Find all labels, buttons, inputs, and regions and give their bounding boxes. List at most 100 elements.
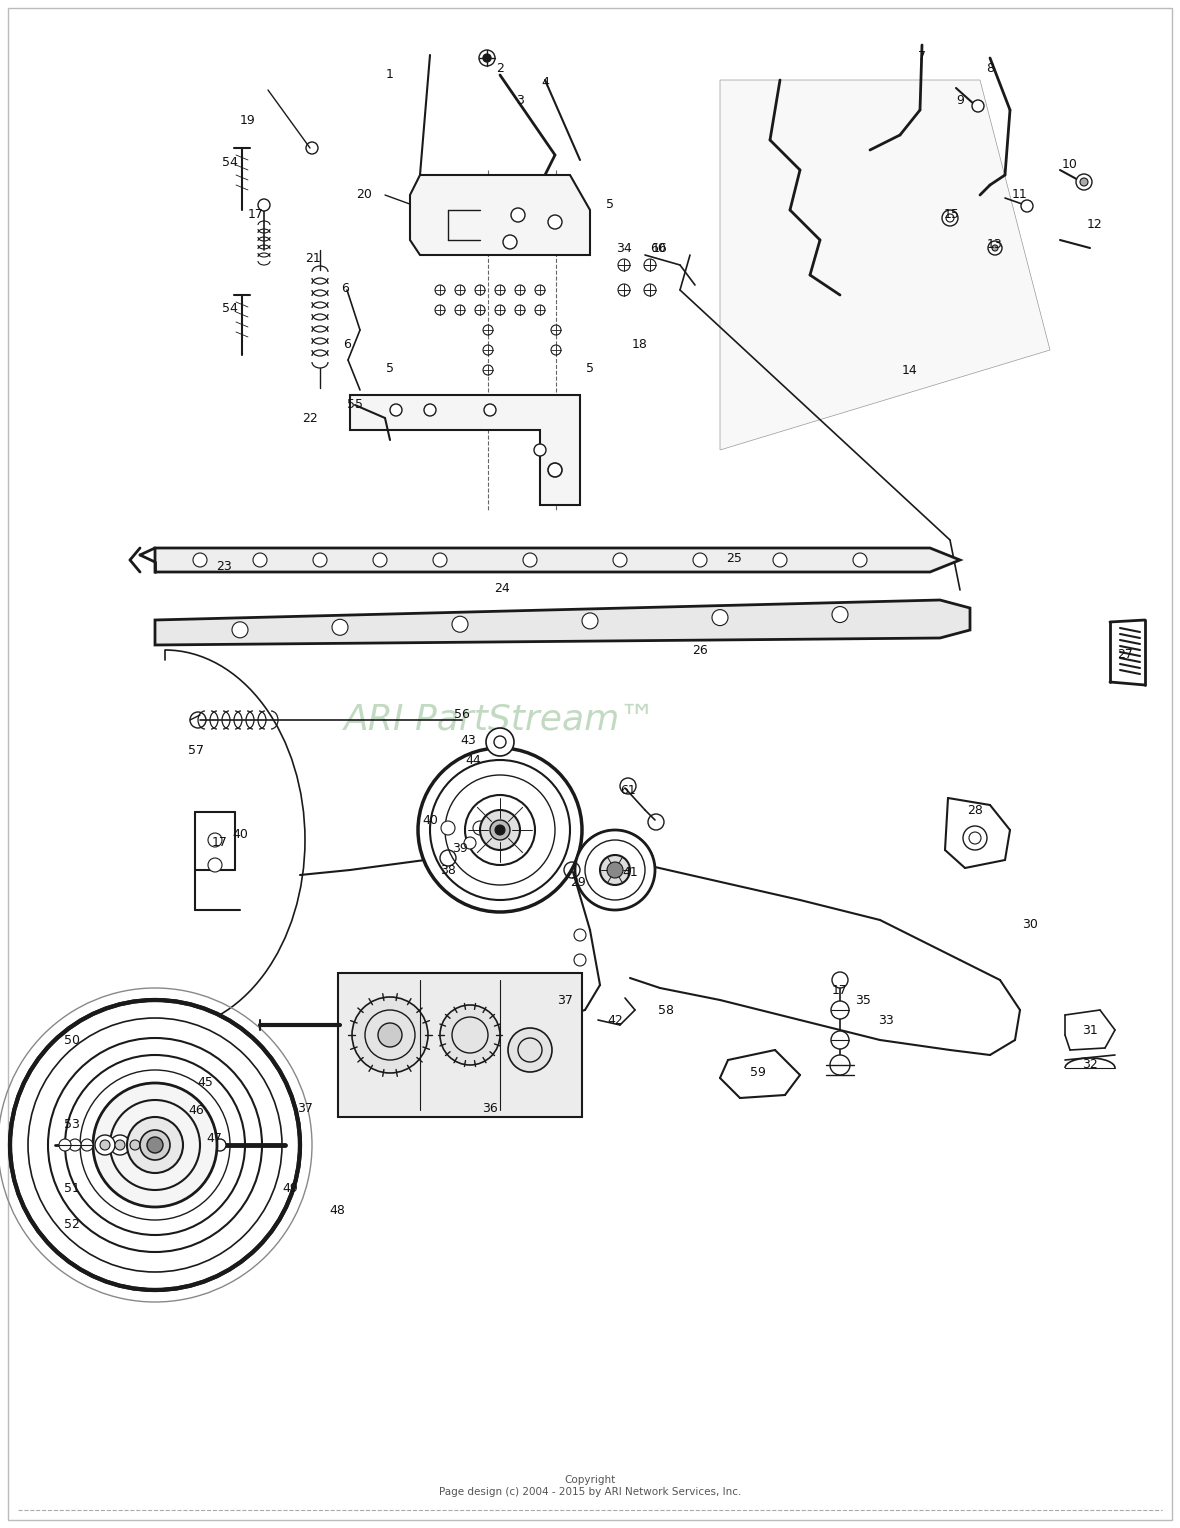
Circle shape xyxy=(208,859,222,872)
Circle shape xyxy=(464,837,476,850)
Circle shape xyxy=(476,286,485,295)
Circle shape xyxy=(441,821,455,834)
Text: 49: 49 xyxy=(282,1181,297,1195)
Circle shape xyxy=(1076,174,1092,189)
Circle shape xyxy=(1021,200,1032,212)
Text: 33: 33 xyxy=(878,1013,894,1027)
Circle shape xyxy=(535,306,545,315)
Circle shape xyxy=(618,260,630,270)
Text: 54: 54 xyxy=(222,301,238,315)
Circle shape xyxy=(433,553,447,567)
Circle shape xyxy=(523,553,537,567)
Circle shape xyxy=(612,553,627,567)
Text: 41: 41 xyxy=(622,866,638,880)
Circle shape xyxy=(832,607,848,622)
Text: 5: 5 xyxy=(586,362,594,374)
Circle shape xyxy=(693,553,707,567)
Polygon shape xyxy=(720,79,1050,451)
Circle shape xyxy=(452,616,468,633)
Circle shape xyxy=(483,365,493,374)
Text: 55: 55 xyxy=(347,399,363,411)
Text: 43: 43 xyxy=(460,733,476,747)
Text: 5: 5 xyxy=(607,199,614,211)
Polygon shape xyxy=(350,396,581,504)
Text: 58: 58 xyxy=(658,1004,674,1016)
Text: 48: 48 xyxy=(329,1204,345,1216)
Circle shape xyxy=(232,622,248,637)
Text: 14: 14 xyxy=(903,364,918,376)
Circle shape xyxy=(208,833,222,847)
Text: 52: 52 xyxy=(64,1218,80,1232)
Circle shape xyxy=(455,286,465,295)
Circle shape xyxy=(582,613,598,630)
Circle shape xyxy=(511,208,525,222)
Circle shape xyxy=(59,1138,71,1151)
Text: 17: 17 xyxy=(832,984,848,996)
Circle shape xyxy=(509,1028,552,1073)
Text: 8: 8 xyxy=(986,61,994,75)
Circle shape xyxy=(599,856,630,885)
Circle shape xyxy=(313,553,327,567)
Circle shape xyxy=(483,53,491,63)
Circle shape xyxy=(484,403,496,416)
Text: 39: 39 xyxy=(452,842,468,854)
Text: 42: 42 xyxy=(608,1013,623,1027)
Circle shape xyxy=(494,825,505,834)
Circle shape xyxy=(830,1054,850,1076)
Text: 44: 44 xyxy=(465,753,481,767)
Circle shape xyxy=(378,1024,402,1047)
Circle shape xyxy=(473,821,487,834)
Circle shape xyxy=(514,306,525,315)
Text: Copyright
Page design (c) 2004 - 2015 by ARI Network Services, Inc.: Copyright Page design (c) 2004 - 2015 by… xyxy=(439,1475,741,1497)
Circle shape xyxy=(644,284,656,296)
Circle shape xyxy=(575,830,655,911)
Circle shape xyxy=(607,862,623,879)
Text: 24: 24 xyxy=(494,582,510,594)
Text: 57: 57 xyxy=(188,744,204,756)
Text: 20: 20 xyxy=(356,188,372,202)
Circle shape xyxy=(548,463,562,477)
Circle shape xyxy=(535,286,545,295)
Circle shape xyxy=(988,241,1002,255)
Circle shape xyxy=(96,1135,114,1155)
Circle shape xyxy=(418,749,582,912)
Text: 29: 29 xyxy=(570,876,586,888)
FancyBboxPatch shape xyxy=(337,973,582,1117)
Text: 5: 5 xyxy=(386,362,394,374)
Circle shape xyxy=(480,810,520,850)
Circle shape xyxy=(424,403,435,416)
Circle shape xyxy=(81,1138,93,1151)
Circle shape xyxy=(483,345,493,354)
Circle shape xyxy=(253,553,267,567)
Circle shape xyxy=(535,445,546,455)
Circle shape xyxy=(440,1005,500,1065)
Circle shape xyxy=(832,972,848,989)
Circle shape xyxy=(352,996,428,1073)
Text: 40: 40 xyxy=(232,828,248,842)
Circle shape xyxy=(712,610,728,625)
Circle shape xyxy=(972,99,984,112)
Text: 17: 17 xyxy=(212,836,228,850)
Circle shape xyxy=(573,953,586,966)
Circle shape xyxy=(148,1137,163,1154)
Text: 21: 21 xyxy=(306,252,321,264)
Text: 6: 6 xyxy=(341,281,349,295)
Text: 47: 47 xyxy=(206,1132,222,1144)
Circle shape xyxy=(548,215,562,229)
Circle shape xyxy=(125,1135,145,1155)
Text: 25: 25 xyxy=(726,552,742,564)
Circle shape xyxy=(194,553,206,567)
Circle shape xyxy=(476,306,485,315)
Text: 34: 34 xyxy=(616,241,631,255)
Circle shape xyxy=(114,1140,125,1151)
Circle shape xyxy=(483,325,493,335)
Circle shape xyxy=(140,1131,170,1160)
Circle shape xyxy=(773,553,787,567)
Text: 16: 16 xyxy=(653,241,668,255)
Text: 61: 61 xyxy=(621,784,636,796)
Polygon shape xyxy=(155,601,970,645)
Text: 1: 1 xyxy=(386,69,394,81)
Circle shape xyxy=(130,1140,140,1151)
Text: 13: 13 xyxy=(988,238,1003,252)
Circle shape xyxy=(197,1137,214,1154)
